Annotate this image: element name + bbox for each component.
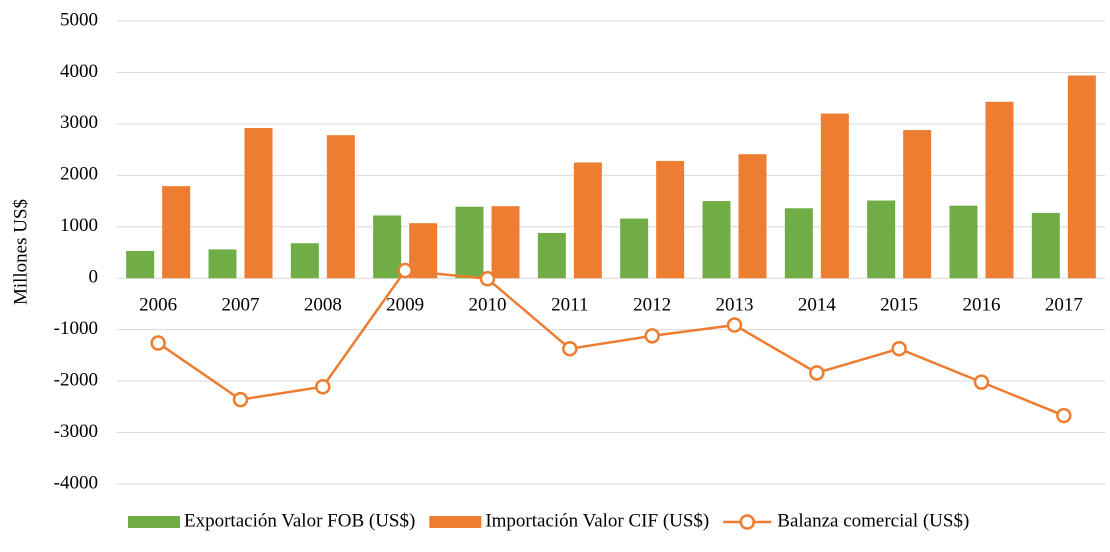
y-tick-label: 4000 bbox=[60, 61, 98, 82]
y-axis-title: Millones US$ bbox=[10, 199, 31, 305]
legend-label: Importación Valor CIF (US$) bbox=[485, 510, 709, 531]
x-tick-label: 2014 bbox=[798, 295, 837, 316]
y-tick-label: 1000 bbox=[60, 215, 98, 236]
x-tick-label: 2013 bbox=[716, 295, 754, 316]
bar bbox=[949, 205, 978, 279]
line-point bbox=[809, 365, 825, 381]
bar bbox=[985, 101, 1014, 279]
line-point bbox=[562, 340, 578, 357]
line-point bbox=[644, 328, 660, 344]
bar bbox=[573, 162, 602, 279]
bar bbox=[290, 243, 319, 279]
y-tick-label: 2000 bbox=[60, 164, 98, 185]
line bbox=[157, 269, 1065, 417]
bar bbox=[620, 218, 649, 279]
x-tick-label: 2006 bbox=[139, 295, 177, 316]
x-tick-label: 2017 bbox=[1045, 295, 1083, 316]
x-tick-label: 2009 bbox=[386, 295, 424, 316]
line-point bbox=[150, 335, 166, 351]
line-point bbox=[397, 262, 413, 279]
bar bbox=[491, 206, 520, 279]
line-point bbox=[973, 374, 990, 390]
bar bbox=[738, 154, 767, 279]
y-tick-label: -2000 bbox=[54, 369, 98, 390]
x-tick-label: 2016 bbox=[963, 295, 1001, 316]
y-tick-label: -1000 bbox=[54, 318, 98, 339]
bar bbox=[409, 223, 438, 279]
bar bbox=[1031, 212, 1060, 279]
bar bbox=[162, 186, 191, 279]
legend-swatch bbox=[429, 516, 482, 528]
x-tick-label: 2012 bbox=[633, 295, 671, 316]
y-tick-label: 3000 bbox=[60, 112, 98, 133]
line-point bbox=[232, 391, 249, 408]
line-point bbox=[726, 317, 743, 333]
bar bbox=[702, 201, 731, 279]
x-tick-label: 2015 bbox=[880, 295, 918, 316]
bar bbox=[867, 200, 896, 279]
x-tick-label: 2008 bbox=[304, 295, 342, 316]
bar bbox=[244, 128, 273, 279]
line-point bbox=[891, 340, 907, 357]
bar bbox=[820, 113, 849, 279]
line-point bbox=[479, 270, 496, 287]
y-tick-label: 5000 bbox=[60, 9, 98, 30]
line-point bbox=[1056, 407, 1072, 424]
legend-swatch bbox=[128, 516, 180, 528]
y-tick-label: 0 bbox=[89, 267, 99, 288]
x-tick-label: 2010 bbox=[469, 295, 507, 316]
bar bbox=[326, 135, 355, 279]
legend-swatch bbox=[739, 514, 756, 530]
bar bbox=[126, 250, 155, 279]
y-tick-label: -3000 bbox=[54, 421, 98, 442]
bar bbox=[784, 208, 813, 279]
bar bbox=[656, 160, 685, 279]
legend-label: Balanza comercial (US$) bbox=[777, 510, 969, 531]
bar bbox=[1067, 75, 1096, 279]
x-tick-label: 2011 bbox=[551, 295, 588, 316]
bar bbox=[373, 215, 402, 279]
bar bbox=[208, 249, 237, 279]
line-point bbox=[315, 379, 331, 395]
bar bbox=[455, 206, 484, 279]
x-tick-label: 2007 bbox=[222, 295, 260, 316]
bar bbox=[903, 130, 932, 279]
legend-label: Exportación Valor FOB (US$) bbox=[184, 510, 415, 531]
y-tick-label: -4000 bbox=[54, 472, 98, 493]
bar bbox=[537, 232, 566, 279]
